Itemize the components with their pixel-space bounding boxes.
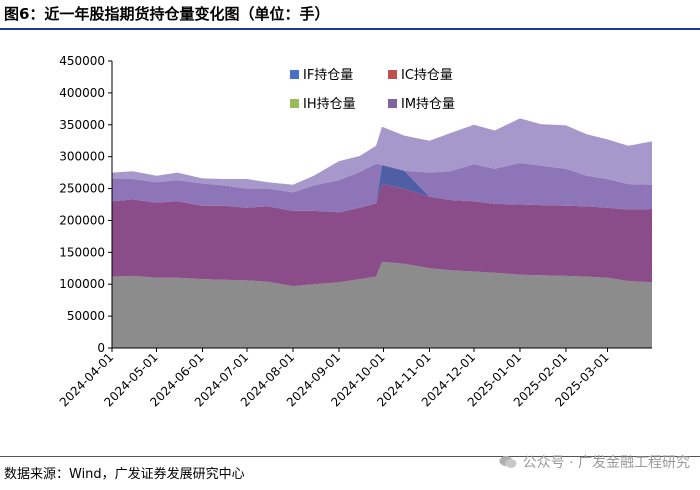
y-tick-label: 150000: [59, 245, 105, 259]
plot-area: [112, 118, 652, 348]
area-im: [112, 163, 652, 213]
area-if: [112, 165, 652, 213]
wechat-icon: [499, 455, 517, 469]
legend: IF持仓量 IC持仓量 IH持仓量 IM持仓量: [290, 68, 455, 112]
legend-swatch: [290, 99, 299, 108]
footer-divider: [0, 456, 700, 457]
area-ih: [112, 184, 652, 287]
watermark: 公众号 · 广发金融工程研究: [499, 452, 690, 472]
legend-label: IF持仓量: [303, 68, 353, 83]
y-tick-label: 300000: [59, 150, 105, 164]
area-im-light: [112, 118, 652, 193]
y-tick-label: 100000: [59, 277, 105, 291]
title-bar: 图6：近一年股指期货持仓量变化图（单位：手）: [0, 0, 700, 30]
y-tick-label: 50000: [67, 309, 105, 323]
figure-title: 图6：近一年股指期货持仓量变化图（单位：手）: [4, 5, 330, 23]
watermark-text: 公众号 · 广发金融工程研究: [522, 455, 690, 471]
legend-label: IC持仓量: [401, 68, 453, 83]
legend-swatch: [388, 99, 397, 108]
area-ic: [112, 261, 652, 348]
legend-swatch: [388, 70, 397, 79]
chart: 0 50000 100000 150000 200000 250000 300000 3500…: [57, 54, 652, 409]
legend-swatch: [290, 70, 299, 79]
legend-label: IM持仓量: [401, 97, 455, 112]
y-tick-label: 0: [97, 341, 105, 355]
y-tick-label: 250000: [59, 182, 105, 196]
y-tick-label: 450000: [59, 54, 105, 68]
y-tick-label: 200000: [59, 213, 105, 227]
y-tick-label: 350000: [59, 118, 105, 132]
y-tick-label: 400000: [59, 86, 105, 100]
source-note: 数据来源：Wind，广发证券发展研究中心: [4, 467, 245, 482]
legend-label: IH持仓量: [303, 97, 356, 112]
